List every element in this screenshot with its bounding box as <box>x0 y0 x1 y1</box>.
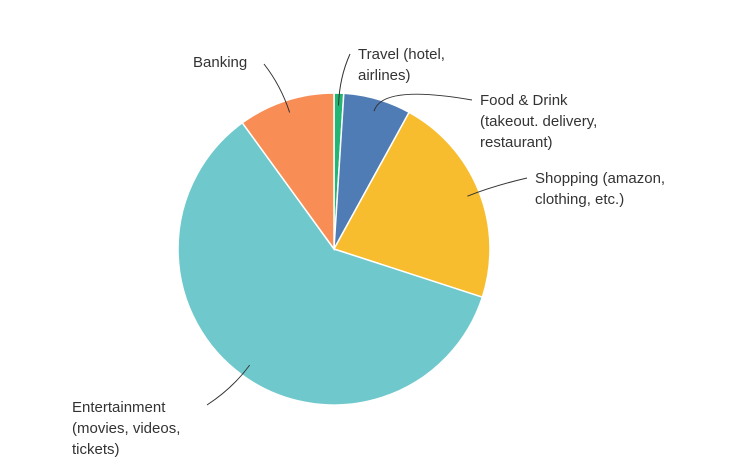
leader-line <box>467 177 528 197</box>
leader-line <box>373 93 473 112</box>
slice-label: Entertainment (movies, videos, tickets) <box>72 399 181 458</box>
pie-slice <box>177 121 484 406</box>
slice-label: Shopping (amazon, clothing, etc.) <box>535 170 666 208</box>
leader-line <box>263 63 291 113</box>
leader-line <box>206 364 251 406</box>
slice-label: Travel (hotel, airlines) <box>358 46 445 84</box>
leader-line <box>338 53 351 106</box>
slice-label: Food & Drink (takeout. delivery, restaur… <box>480 92 598 151</box>
slice-label: Banking <box>193 54 248 71</box>
